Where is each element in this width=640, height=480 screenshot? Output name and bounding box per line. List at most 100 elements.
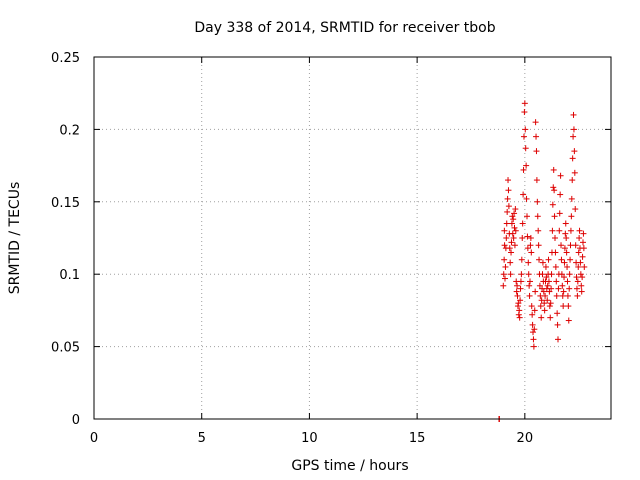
- data-point: [525, 259, 532, 266]
- data-point: [570, 111, 577, 118]
- data-point: [542, 263, 549, 270]
- data-point: [571, 169, 578, 176]
- data-point: [523, 213, 530, 220]
- data-point: [572, 206, 579, 213]
- data-point: [568, 213, 575, 220]
- data-point: [527, 235, 534, 241]
- data-point: [520, 191, 527, 198]
- data-point: [572, 242, 579, 249]
- data-point: [571, 148, 578, 155]
- data-point: [550, 184, 557, 191]
- data-point: [517, 297, 524, 304]
- data-point: [530, 343, 537, 350]
- data-point: [567, 227, 574, 234]
- data-point: [562, 230, 569, 237]
- data-point: [522, 126, 529, 133]
- data-point: [538, 314, 545, 321]
- data-point: [573, 285, 580, 292]
- data-point: [521, 109, 528, 116]
- data-point: [565, 317, 572, 324]
- data-point: [504, 208, 511, 215]
- data-point: [574, 292, 581, 299]
- data-point: [547, 300, 554, 307]
- plot-frame: [93, 56, 612, 420]
- data-point: [557, 172, 564, 179]
- data-point: [544, 297, 551, 304]
- data-point: [513, 288, 520, 295]
- data-point: [514, 282, 521, 289]
- data-point: [552, 263, 559, 270]
- data-point: [540, 288, 547, 295]
- data-point: [528, 249, 535, 256]
- data-point: [548, 285, 555, 292]
- data-point: [564, 263, 571, 270]
- y-tick-label: 0.2: [59, 123, 80, 138]
- data-point: [518, 271, 525, 278]
- data-point: [570, 126, 577, 133]
- data-point: [519, 235, 526, 241]
- data-point: [520, 133, 527, 140]
- data-point: [568, 195, 575, 202]
- data-point: [526, 282, 533, 289]
- data-point: [505, 203, 512, 210]
- data-point: [533, 148, 540, 155]
- data-point: [507, 259, 514, 266]
- data-point: [556, 210, 563, 217]
- data-point: [549, 201, 556, 208]
- data-point: [569, 177, 576, 184]
- data-point: [510, 216, 517, 223]
- data-point: [554, 321, 561, 328]
- data-point: [532, 119, 539, 126]
- data-point: [524, 233, 531, 240]
- data-point: [547, 314, 554, 321]
- data-point: [542, 292, 549, 299]
- data-point: [580, 230, 587, 237]
- data-point: [535, 227, 542, 234]
- data-point: [555, 285, 562, 292]
- data-point: [546, 303, 553, 310]
- data-point: [511, 224, 518, 231]
- data-point: [539, 259, 546, 266]
- data-point: [514, 292, 521, 299]
- data-point: [502, 263, 509, 270]
- data-point: [526, 292, 533, 299]
- data-point: [523, 195, 530, 202]
- data-point: [500, 271, 507, 278]
- y-tick-label: 0.25: [51, 51, 80, 66]
- data-point: [569, 155, 576, 162]
- data-point: [574, 278, 581, 285]
- data-point: [570, 133, 577, 140]
- y-axis-title: SRMTID / TECUs: [7, 182, 23, 295]
- data-point: [531, 307, 538, 314]
- data-point: [510, 235, 517, 241]
- data-point: [531, 326, 538, 333]
- data-point: [558, 242, 565, 249]
- data-point: [565, 303, 572, 310]
- data-point: [575, 263, 582, 270]
- data-point: [553, 292, 560, 299]
- data-point: [524, 245, 531, 252]
- data-point: [552, 249, 559, 256]
- data-point: [503, 220, 510, 227]
- data-point: [536, 256, 543, 263]
- data-point: [564, 292, 571, 299]
- data-point: [557, 191, 564, 198]
- data-point: [501, 227, 508, 234]
- y-tick-label: 0.05: [51, 341, 80, 356]
- data-point: [505, 177, 512, 184]
- data-point: [556, 227, 563, 234]
- data-point: [506, 245, 513, 252]
- data-point: [537, 303, 544, 310]
- data-point: [533, 133, 540, 140]
- data-point: [502, 275, 509, 282]
- data-point: [561, 245, 568, 252]
- data-point: [551, 187, 558, 194]
- data-point: [575, 249, 582, 256]
- x-tick-label: 15: [409, 431, 426, 446]
- data-point: [528, 303, 535, 310]
- x-tick-label: 5: [198, 431, 206, 446]
- x-tick-label: 20: [517, 431, 534, 446]
- data-point: [577, 271, 584, 278]
- data-point: [529, 311, 536, 318]
